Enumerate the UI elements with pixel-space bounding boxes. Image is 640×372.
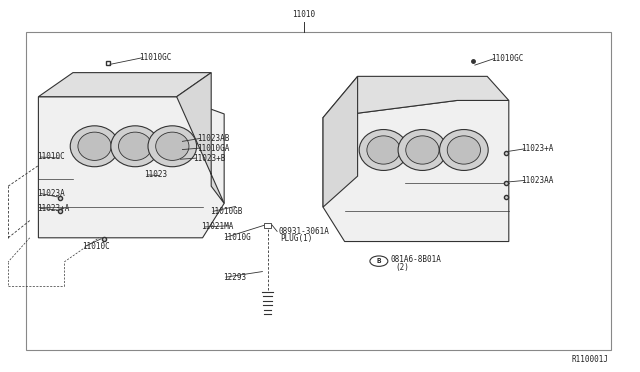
Bar [26,32,611,350]
Text: 11010GC: 11010GC [140,53,172,62]
Text: 11023AA: 11023AA [522,176,554,185]
Ellipse shape [111,126,159,167]
Text: R110001J: R110001J [571,355,608,364]
Text: 11010C: 11010C [82,242,109,251]
Polygon shape [323,100,509,241]
Text: 11010GC: 11010GC [492,54,524,63]
Ellipse shape [447,136,481,164]
Text: 11023+B: 11023+B [193,154,226,163]
Ellipse shape [367,136,400,164]
Bar [264,223,271,228]
Text: 11023A: 11023A [37,189,65,198]
Text: 11023AB: 11023AB [197,134,230,143]
Ellipse shape [359,129,408,170]
Text: 11010G: 11010G [223,233,250,242]
Text: 11021MA: 11021MA [202,222,234,231]
Text: 081A6-8B01A: 081A6-8B01A [390,255,441,264]
Polygon shape [38,73,211,97]
Text: 12293: 12293 [223,273,246,282]
Text: B: B [377,258,381,264]
Text: 11023+A: 11023+A [37,204,70,213]
Text: 11010: 11010 [292,10,316,19]
Polygon shape [323,76,509,118]
Text: 11023+A: 11023+A [522,144,554,153]
Polygon shape [38,97,224,238]
Text: 08931-3061A: 08931-3061A [278,227,329,236]
Ellipse shape [406,136,439,164]
Text: PLUG(1): PLUG(1) [280,234,313,243]
Ellipse shape [70,126,119,167]
Ellipse shape [78,132,111,160]
Text: (2): (2) [396,263,410,272]
Ellipse shape [118,132,152,160]
Ellipse shape [156,132,189,160]
Polygon shape [323,76,358,207]
Text: 11023: 11023 [144,170,167,179]
Text: 11010GB: 11010GB [210,207,243,216]
Text: 11010GA: 11010GA [197,144,230,153]
Text: 11010C: 11010C [37,153,65,161]
Ellipse shape [440,129,488,170]
Ellipse shape [398,129,447,170]
Polygon shape [177,73,224,203]
Ellipse shape [148,126,196,167]
